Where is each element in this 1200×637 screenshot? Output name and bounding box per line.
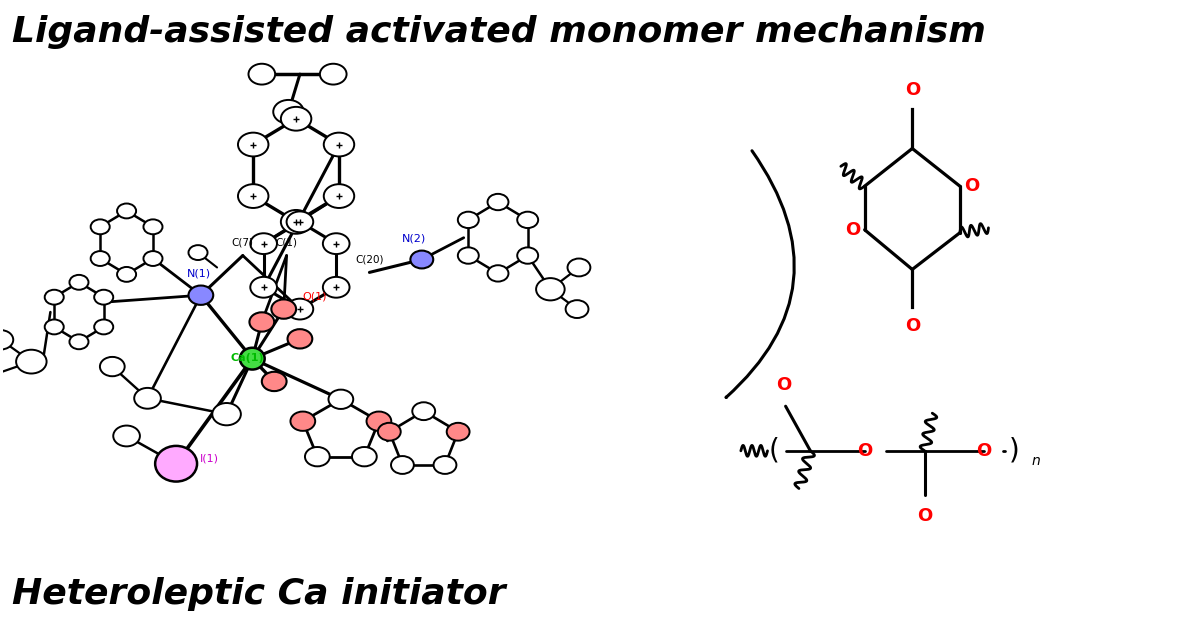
Ellipse shape: [324, 184, 354, 208]
Ellipse shape: [134, 388, 161, 409]
Ellipse shape: [113, 426, 140, 447]
Ellipse shape: [320, 64, 347, 85]
Ellipse shape: [536, 278, 565, 301]
Ellipse shape: [565, 300, 588, 318]
FancyArrowPatch shape: [726, 151, 794, 397]
Ellipse shape: [274, 100, 304, 124]
Text: N(2): N(2): [402, 234, 426, 244]
Ellipse shape: [271, 299, 296, 318]
Ellipse shape: [188, 285, 214, 305]
Ellipse shape: [458, 211, 479, 228]
Ellipse shape: [413, 402, 436, 420]
Text: O: O: [905, 81, 920, 99]
Text: C(7): C(7): [232, 238, 253, 248]
Ellipse shape: [433, 456, 456, 474]
Ellipse shape: [458, 247, 479, 264]
Ellipse shape: [290, 412, 316, 431]
Ellipse shape: [517, 247, 538, 264]
Text: (: (: [769, 437, 780, 465]
Ellipse shape: [288, 329, 312, 348]
Text: O: O: [976, 442, 991, 460]
Ellipse shape: [238, 184, 269, 208]
Ellipse shape: [378, 423, 401, 441]
Ellipse shape: [100, 357, 125, 376]
Ellipse shape: [144, 219, 162, 234]
Ellipse shape: [16, 350, 47, 373]
Ellipse shape: [391, 456, 414, 474]
Text: O: O: [776, 376, 791, 394]
Text: C(1): C(1): [276, 238, 298, 248]
Ellipse shape: [0, 330, 13, 350]
Ellipse shape: [352, 447, 377, 466]
Ellipse shape: [262, 372, 287, 391]
Ellipse shape: [91, 251, 109, 266]
Text: O(1): O(1): [302, 291, 326, 301]
Ellipse shape: [366, 412, 391, 431]
Ellipse shape: [410, 250, 433, 268]
Ellipse shape: [212, 403, 241, 426]
Text: O: O: [857, 442, 872, 460]
Ellipse shape: [188, 245, 208, 260]
Ellipse shape: [144, 251, 162, 266]
Ellipse shape: [251, 233, 277, 254]
Ellipse shape: [323, 233, 349, 254]
Ellipse shape: [70, 275, 89, 290]
Ellipse shape: [250, 312, 274, 332]
Ellipse shape: [446, 423, 469, 441]
Ellipse shape: [281, 210, 311, 234]
Ellipse shape: [487, 265, 509, 282]
Ellipse shape: [94, 320, 113, 334]
Ellipse shape: [70, 334, 89, 349]
Ellipse shape: [487, 194, 509, 210]
Ellipse shape: [324, 132, 354, 157]
Ellipse shape: [281, 107, 311, 131]
Ellipse shape: [248, 64, 275, 85]
Ellipse shape: [329, 390, 353, 409]
Text: n: n: [1031, 454, 1040, 468]
Ellipse shape: [238, 132, 269, 157]
Ellipse shape: [287, 299, 313, 320]
Ellipse shape: [323, 277, 349, 297]
Text: Ligand-assisted activated monomer mechanism: Ligand-assisted activated monomer mechan…: [12, 15, 986, 48]
Ellipse shape: [305, 447, 330, 466]
Text: N(1): N(1): [187, 268, 211, 278]
Text: O: O: [964, 177, 979, 195]
Text: O: O: [846, 221, 860, 239]
Ellipse shape: [155, 446, 197, 482]
Text: O: O: [917, 507, 932, 526]
Text: ): ): [1009, 437, 1020, 465]
Ellipse shape: [251, 277, 277, 297]
Text: C(20): C(20): [355, 254, 384, 264]
Ellipse shape: [287, 211, 313, 233]
Text: Ca(1): Ca(1): [230, 353, 264, 362]
Text: O: O: [905, 317, 920, 335]
Ellipse shape: [91, 219, 109, 234]
Ellipse shape: [118, 203, 136, 218]
Ellipse shape: [44, 290, 64, 304]
Ellipse shape: [517, 211, 538, 228]
Ellipse shape: [44, 320, 64, 334]
Ellipse shape: [568, 259, 590, 276]
Text: Heteroleptic Ca initiator: Heteroleptic Ca initiator: [12, 576, 506, 611]
Text: I(1): I(1): [200, 454, 218, 464]
Ellipse shape: [118, 267, 136, 282]
Ellipse shape: [94, 290, 113, 304]
Ellipse shape: [240, 348, 265, 369]
